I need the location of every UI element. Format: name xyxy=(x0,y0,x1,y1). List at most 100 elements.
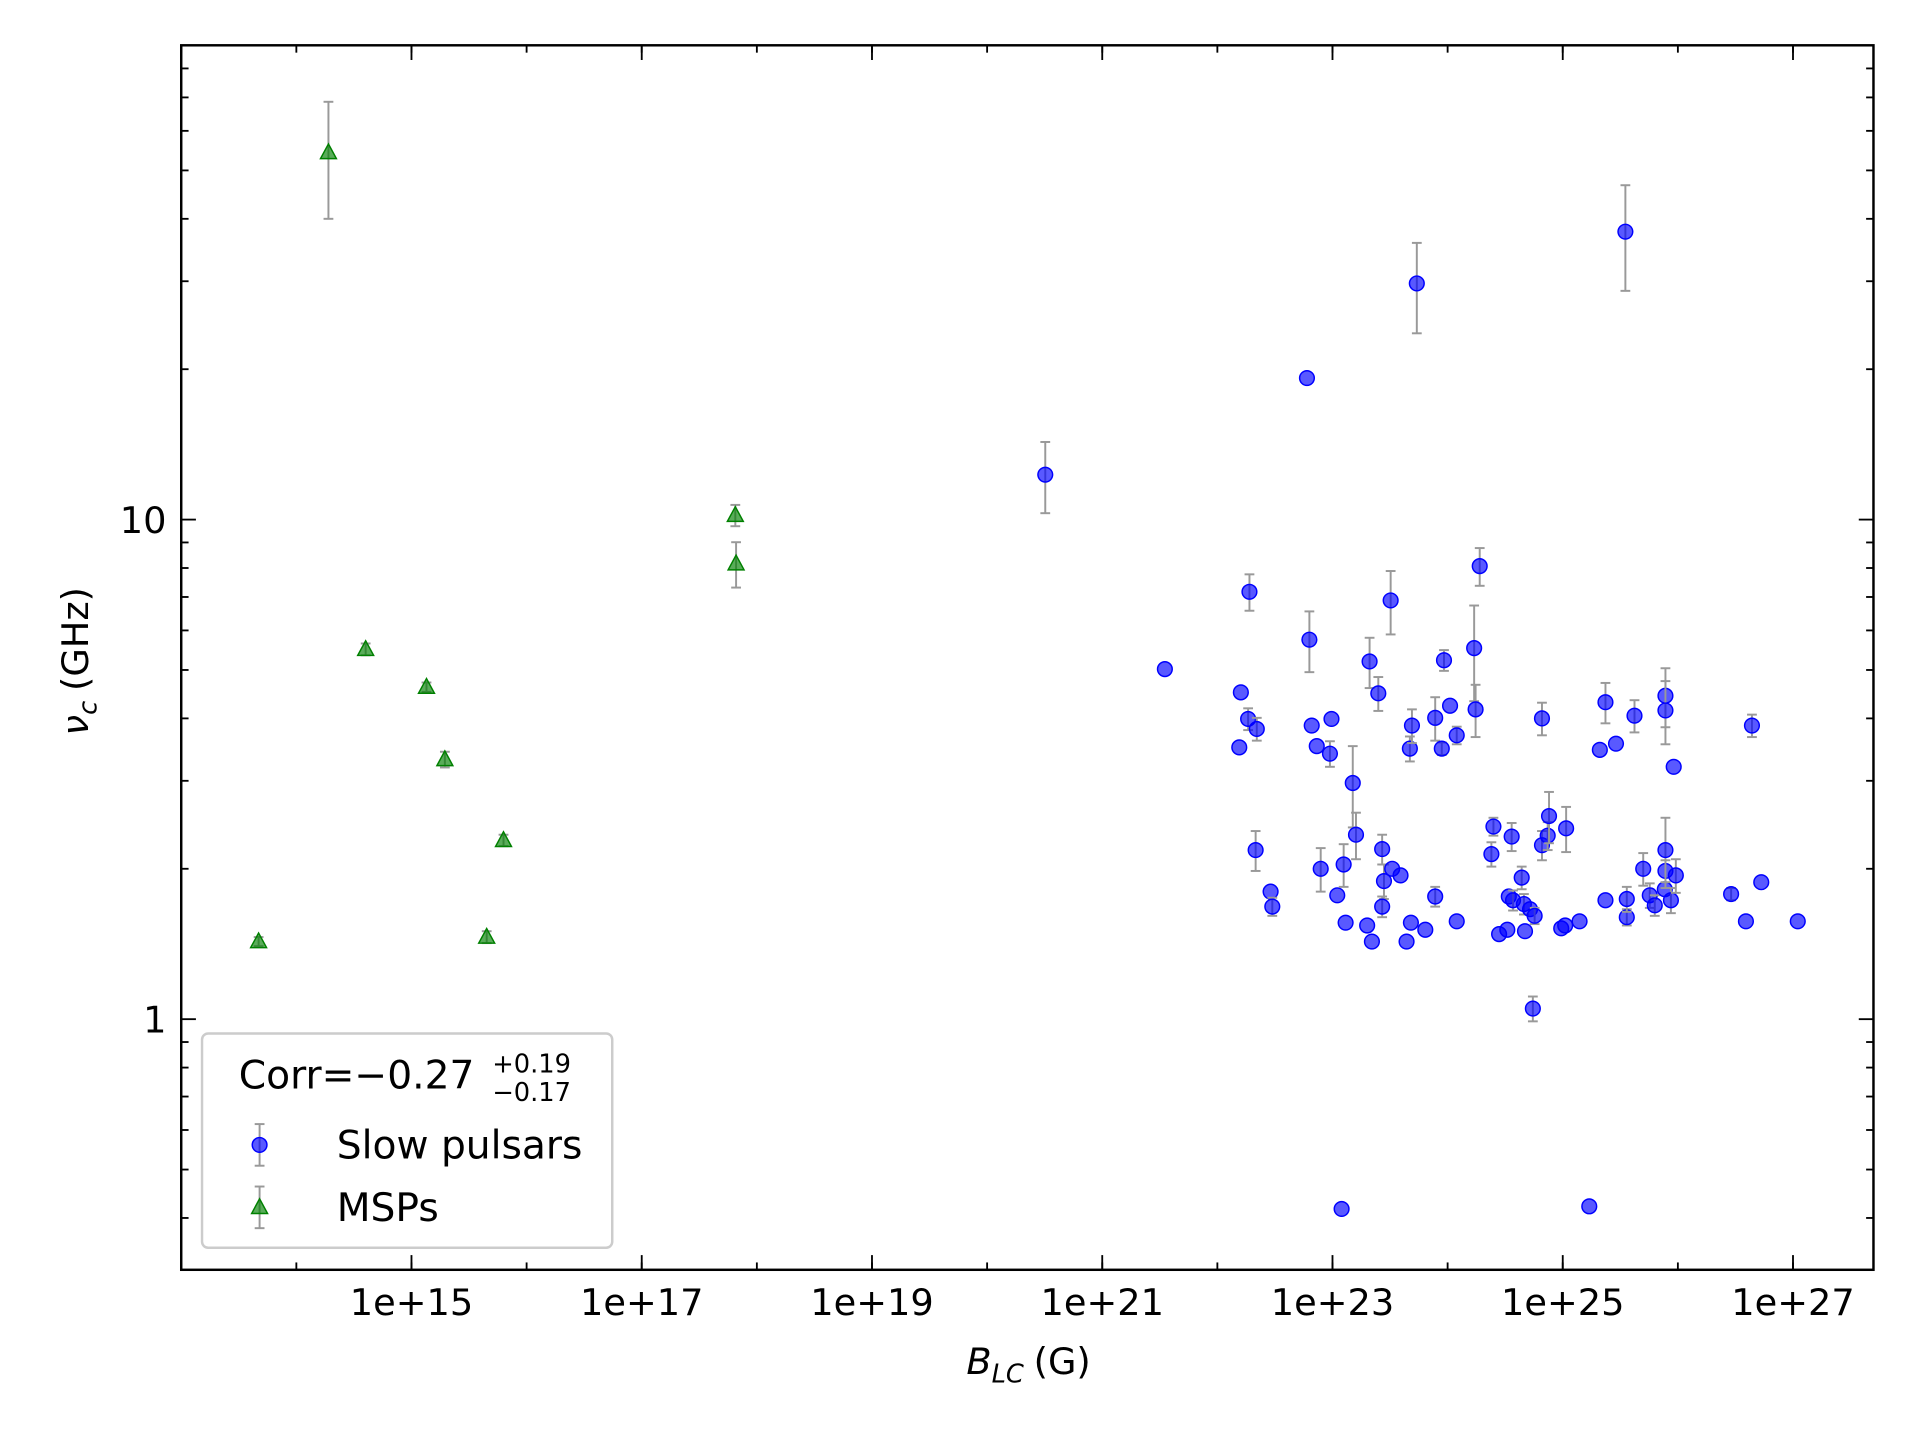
data-point xyxy=(1333,1200,1350,1218)
data-point xyxy=(1540,807,1558,825)
data-point xyxy=(1037,466,1054,483)
data-point xyxy=(1466,640,1483,657)
data-point xyxy=(1558,820,1575,837)
data-point xyxy=(1667,867,1684,884)
y-tick-label: 10 xyxy=(120,499,167,542)
data-point xyxy=(1618,890,1635,908)
data-point xyxy=(249,931,268,949)
x-tick-label: 1e+21 xyxy=(1041,1281,1164,1324)
data-point xyxy=(726,505,745,523)
x-tick-label: 1e+15 xyxy=(350,1281,473,1324)
data-point xyxy=(1408,275,1425,292)
data-point xyxy=(1231,739,1248,756)
data-point xyxy=(1571,913,1588,930)
data-point xyxy=(1298,369,1316,387)
data-point xyxy=(1539,827,1556,844)
x-label-unit: (G) xyxy=(1034,1340,1091,1383)
data-point xyxy=(1329,887,1346,904)
legend-label: Slow pulsars xyxy=(337,1123,583,1168)
data-point xyxy=(1427,709,1444,726)
data-point xyxy=(1617,223,1634,240)
data-point xyxy=(1448,913,1465,930)
x-tick-label: 1e+25 xyxy=(1501,1281,1624,1324)
data-point xyxy=(319,142,338,160)
data-point xyxy=(1435,652,1453,669)
plot-frame xyxy=(180,44,1875,1272)
data-point xyxy=(1374,898,1391,915)
data-point xyxy=(1401,740,1418,757)
data-point xyxy=(1402,914,1420,931)
y-label-symbol: ν xyxy=(54,715,97,736)
data-point xyxy=(1427,888,1444,905)
x-tick-label: 1e+17 xyxy=(580,1281,703,1324)
data-point xyxy=(1743,717,1761,734)
error-bar xyxy=(323,100,334,220)
x-label-symbol: B xyxy=(966,1340,991,1383)
data-point xyxy=(1662,892,1679,909)
data-point xyxy=(1303,717,1320,734)
x-tick-label: 1e+27 xyxy=(1731,1281,1854,1324)
data-point xyxy=(1557,917,1574,934)
data-point xyxy=(1591,741,1608,758)
data-point xyxy=(1323,710,1340,728)
data-point xyxy=(1403,717,1421,734)
y-tick-label: 1 xyxy=(143,999,166,1042)
data-point xyxy=(1665,758,1682,775)
data-point xyxy=(1241,583,1258,600)
legend-title-sup: +0.19 xyxy=(492,1050,571,1080)
data-point xyxy=(1344,774,1361,792)
data-point xyxy=(1156,661,1173,678)
data-point xyxy=(417,677,436,694)
data-point xyxy=(1626,707,1643,724)
legend-title-sub: −0.17 xyxy=(492,1078,571,1108)
data-point xyxy=(356,639,375,657)
y-label-unit: (GHz) xyxy=(54,587,97,691)
data-point xyxy=(1359,917,1376,934)
data-point xyxy=(494,830,513,848)
data-point xyxy=(1361,653,1378,670)
data-point xyxy=(1597,892,1614,909)
data-point xyxy=(1301,631,1318,648)
data-point xyxy=(1723,885,1740,903)
data-point xyxy=(1374,841,1391,858)
data-point xyxy=(1581,1198,1598,1215)
data-point xyxy=(1471,558,1488,575)
data-point xyxy=(1657,702,1674,719)
data-point xyxy=(1232,684,1249,701)
data-point xyxy=(1483,846,1500,863)
data-point xyxy=(435,749,455,767)
data-point xyxy=(726,553,746,571)
data-point xyxy=(1248,720,1265,738)
data-point xyxy=(1597,694,1614,711)
data-point xyxy=(1308,738,1325,755)
data-point xyxy=(1533,710,1551,727)
legend-marker xyxy=(251,1136,268,1153)
data-point xyxy=(1737,913,1755,930)
x-tick-label: 1e+19 xyxy=(810,1281,933,1324)
y-label-subscript: c xyxy=(74,701,104,715)
data-point xyxy=(1467,701,1484,718)
data-point xyxy=(1375,872,1393,890)
data-point xyxy=(1524,1000,1541,1017)
data-point xyxy=(1337,914,1354,931)
data-point xyxy=(1363,933,1380,950)
legend-title-main: Corr=−0.27 xyxy=(239,1054,475,1099)
data-point xyxy=(1789,913,1806,930)
data-point xyxy=(1417,921,1434,938)
data-point xyxy=(1312,860,1329,877)
data-point xyxy=(1485,818,1502,835)
data-point xyxy=(1398,933,1415,950)
data-point xyxy=(1441,697,1459,714)
data-point xyxy=(1370,685,1387,702)
legend-marker xyxy=(250,1197,269,1215)
data-point xyxy=(1347,826,1365,843)
data-point xyxy=(1264,898,1281,915)
legend-title: Corr=−0.27 xyxy=(239,1054,475,1099)
data-point xyxy=(1646,897,1663,914)
data-point xyxy=(1503,828,1520,845)
x-tick-label: 1e+23 xyxy=(1271,1281,1394,1324)
data-point xyxy=(1499,921,1516,938)
data-point xyxy=(1321,745,1339,762)
data-point xyxy=(1753,874,1770,891)
